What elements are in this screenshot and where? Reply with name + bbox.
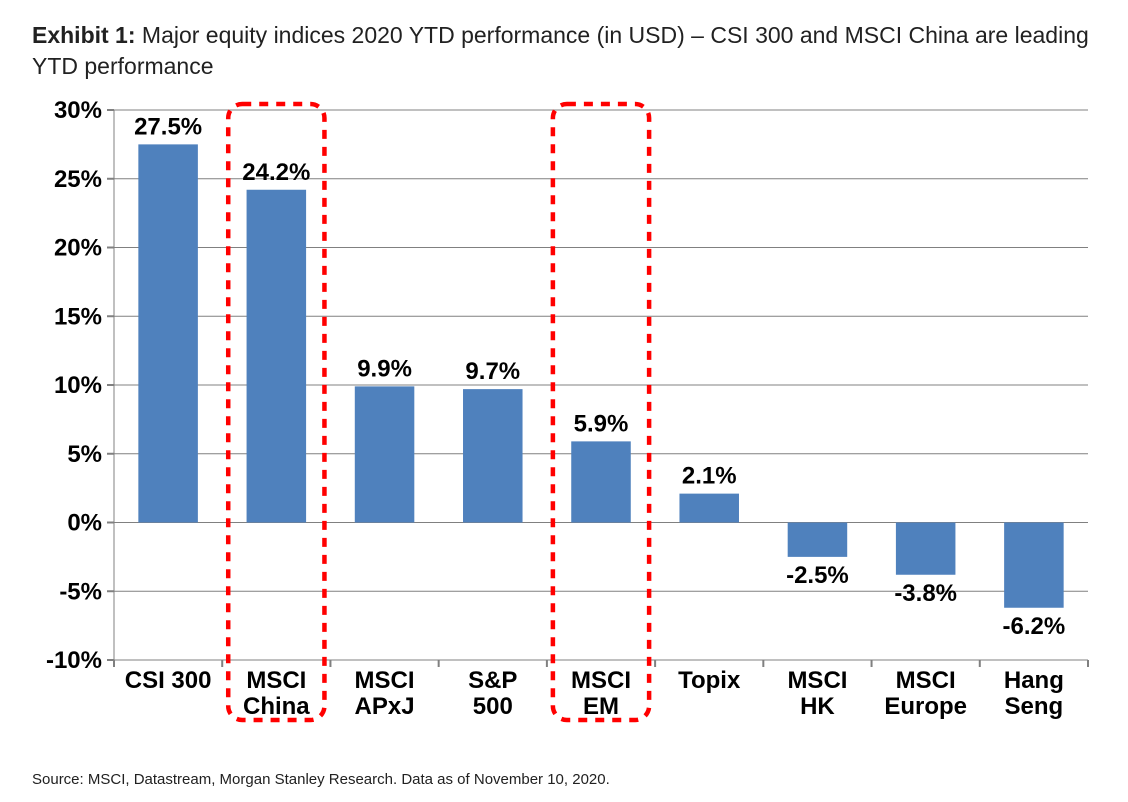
y-axis-label: 0%	[67, 510, 102, 537]
bar	[896, 523, 956, 575]
y-axis-label: 30%	[54, 100, 102, 124]
bar	[463, 389, 523, 522]
x-axis-label: Hang	[1004, 667, 1064, 694]
exhibit-prefix: Exhibit 1:	[32, 22, 136, 48]
y-axis-label: -5%	[59, 578, 102, 605]
x-axis-label: MSCI	[355, 667, 415, 694]
y-axis-label: 10%	[54, 372, 102, 399]
bar	[788, 523, 848, 557]
x-axis-label: MSCI	[571, 667, 631, 694]
bar	[138, 144, 198, 522]
x-axis-label: APxJ	[355, 693, 415, 720]
bar	[571, 441, 631, 522]
data-label: -2.5%	[786, 562, 849, 589]
data-label: 5.9%	[574, 410, 629, 437]
data-label: 27.5%	[134, 113, 202, 140]
data-label: 9.7%	[465, 358, 520, 385]
data-label: 24.2%	[242, 159, 310, 186]
y-axis-label: 15%	[54, 303, 102, 330]
x-axis-label: Seng	[1005, 693, 1064, 720]
y-axis-label: 20%	[54, 235, 102, 262]
exhibit-title: Exhibit 1: Major equity indices 2020 YTD…	[32, 20, 1096, 82]
x-axis-label: MSCI	[787, 667, 847, 694]
x-axis-label: China	[243, 693, 310, 720]
x-axis-label: Europe	[884, 693, 967, 720]
data-label: 2.1%	[682, 463, 737, 490]
bar	[679, 494, 739, 523]
chart-container: -10% -5% 0% 5% 10% 15% 20% 25% 30% 27.5% CSI 300 24…	[32, 100, 1096, 752]
x-axis-label: 500	[473, 693, 513, 720]
bar-chart: -10% -5% 0% 5% 10% 15% 20% 25% 30% 27.5% CSI 300 24…	[32, 100, 1096, 752]
y-axis-label: 5%	[67, 441, 102, 468]
x-axis-label: EM	[583, 693, 619, 720]
data-label: -3.8%	[894, 580, 957, 607]
x-axis-label: HK	[800, 693, 835, 720]
bar	[355, 386, 415, 522]
source-text: Source: MSCI, Datastream, Morgan Stanley…	[32, 771, 610, 788]
y-axis-label: 25%	[54, 166, 102, 193]
x-axis-label: S&P	[468, 667, 517, 694]
exhibit-text: Major equity indices 2020 YTD performanc…	[32, 22, 1089, 79]
bar	[1004, 523, 1064, 608]
data-label: 9.9%	[357, 355, 412, 382]
x-axis-label: Topix	[678, 667, 741, 694]
x-axis-label: MSCI	[246, 667, 306, 694]
data-label: -6.2%	[1003, 613, 1066, 640]
bar	[247, 190, 307, 523]
y-axis-label: -10%	[46, 647, 102, 674]
x-axis-label: MSCI	[896, 667, 956, 694]
x-axis-label: CSI 300	[125, 667, 212, 694]
